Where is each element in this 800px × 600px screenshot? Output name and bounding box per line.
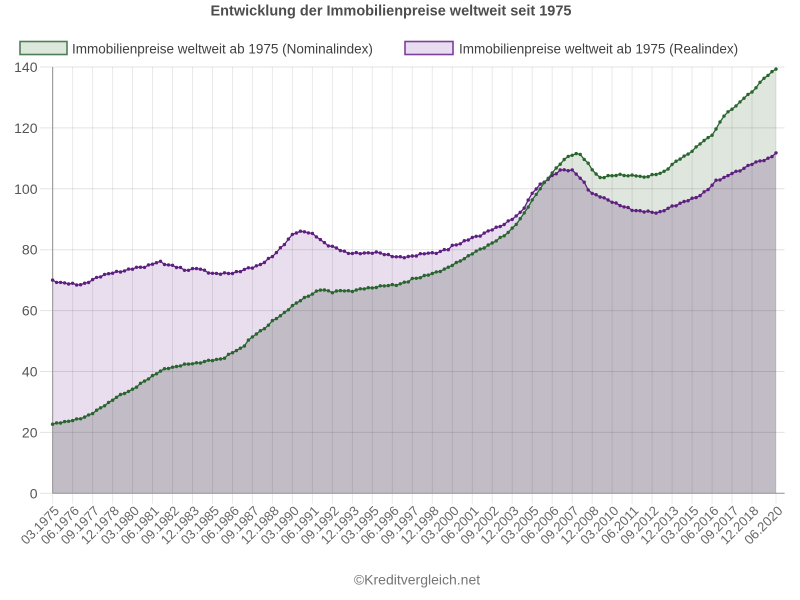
svg-text:120: 120: [14, 120, 38, 136]
svg-text:0: 0: [30, 485, 38, 501]
svg-text:Immobilienpreise weltweit ab 1: Immobilienpreise weltweit ab 1975 (Reali…: [459, 42, 738, 57]
svg-text:40: 40: [22, 364, 38, 380]
svg-text:Entwicklung der Immobilienprei: Entwicklung der Immobilienpreise weltwei…: [211, 4, 572, 20]
svg-text:140: 140: [14, 59, 38, 75]
svg-text:Immobilienpreise weltweit ab 1: Immobilienpreise weltweit ab 1975 (Nomin…: [72, 42, 373, 57]
svg-text:100: 100: [14, 181, 38, 197]
svg-text:20: 20: [22, 424, 38, 440]
svg-text:©Kreditvergleich.net: ©Kreditvergleich.net: [354, 572, 480, 588]
svg-text:60: 60: [22, 303, 38, 319]
svg-text:80: 80: [22, 242, 38, 258]
